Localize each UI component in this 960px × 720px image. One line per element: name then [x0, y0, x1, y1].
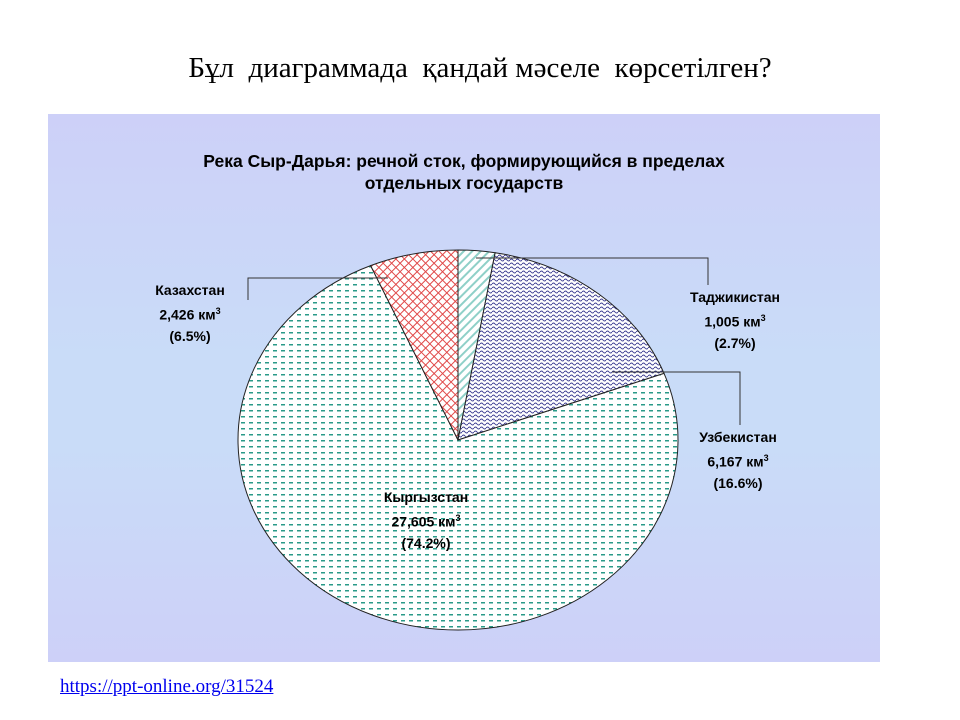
label-tajikistan: Таджикистан 1,005 км3 (2.7%): [690, 287, 780, 354]
leader-line-kazakhstan: [247, 277, 388, 300]
unit-sup: 3: [763, 453, 769, 463]
pie-slice-Узбекистан: [457, 252, 665, 441]
label-percent: (16.6%): [713, 474, 763, 491]
pie-chart: [237, 249, 741, 631]
label-value: 2,426 км: [159, 306, 216, 323]
chart-title-line-1: Река Сыр-Дарья: речной сток, формирующий…: [203, 151, 725, 171]
unit-sup: 3: [215, 306, 221, 316]
label-name: Казахстан: [155, 282, 225, 298]
unit-sup: 3: [760, 313, 766, 323]
leader-line-uzbekistan: [612, 371, 741, 425]
label-name: Кыргызстан: [383, 489, 469, 505]
label-percent: (74.2%): [401, 534, 451, 551]
label-value: 1,005 км: [704, 313, 761, 330]
leader-line-tajikistan: [476, 257, 709, 285]
label-percent: (6.5%): [169, 327, 211, 344]
label-kyrgyzstan: Кыргызстан 27,605 км3 (74.2%): [384, 487, 468, 554]
label-name: Таджикистан: [690, 289, 780, 305]
pie-slice-Кыргызстан: [237, 265, 679, 631]
chart-area: Река Сыр-Дарья: речной сток, формирующий…: [48, 114, 880, 662]
pie-slice-Казахстан: [369, 249, 459, 441]
label-name: Узбекистан: [699, 429, 777, 445]
label-uzbekistan: Узбекистан 6,167 км3 (16.6%): [699, 427, 777, 494]
leader-lines: [247, 257, 741, 425]
unit-sup: 3: [455, 513, 461, 523]
slide-title: Бұл диаграммада қандай мәселе көрсетілге…: [188, 52, 772, 84]
chart-title: Река Сыр-Дарья: речной сток, формирующий…: [48, 150, 880, 194]
label-percent: (2.7%): [714, 334, 756, 351]
source-link[interactable]: https://ppt-online.org/31524: [60, 676, 274, 697]
label-value: 27,605 км: [391, 513, 456, 530]
chart-title-line-2: отдельных государств: [364, 173, 564, 193]
label-kazakhstan: Казахстан 2,426 км3 (6.5%): [155, 280, 225, 347]
label-value: 6,167 км: [707, 453, 764, 470]
